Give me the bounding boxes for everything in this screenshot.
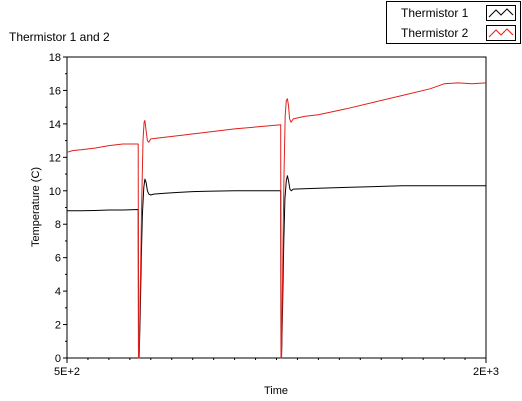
line-swatch-icon	[486, 25, 516, 41]
x-axis: 5E+2 2E+3	[54, 358, 499, 378]
legend: Thermistor 1 Thermistor 2	[386, 1, 521, 44]
y-tick-label: 4	[55, 286, 61, 298]
y-tick-label: 6	[55, 253, 61, 265]
x-axis-label: Time	[264, 385, 288, 397]
plot-title: Thermistor 1 and 2	[9, 30, 110, 44]
y-tick-label: 2	[55, 320, 61, 332]
x-tick-label: 5E+2	[54, 366, 80, 378]
y-tick-label: 14	[49, 119, 61, 131]
y-tick-label: 0	[55, 353, 61, 365]
y-tick-label: 12	[49, 152, 61, 164]
y-tick-label: 8	[55, 219, 61, 231]
plot-area	[66, 56, 487, 359]
legend-item-thermistor-1[interactable]: Thermistor 1	[387, 3, 520, 23]
series-line-2	[66, 82, 487, 359]
legend-item-thermistor-2[interactable]: Thermistor 2	[387, 23, 520, 43]
y-tick-label: 16	[49, 85, 61, 97]
series-layer	[66, 82, 487, 359]
legend-label: Thermistor 2	[401, 26, 469, 40]
x-tick-label: 2E+3	[473, 366, 499, 378]
y-axis: 0 2 4 6 8 10 12 14 16 18	[49, 52, 67, 365]
y-tick-label: 18	[49, 52, 61, 64]
y-tick-label: 10	[49, 186, 61, 198]
legend-label: Thermistor 1	[401, 6, 469, 20]
line-swatch-icon	[486, 5, 516, 21]
y-axis-label: Temperature (C)	[30, 167, 42, 247]
